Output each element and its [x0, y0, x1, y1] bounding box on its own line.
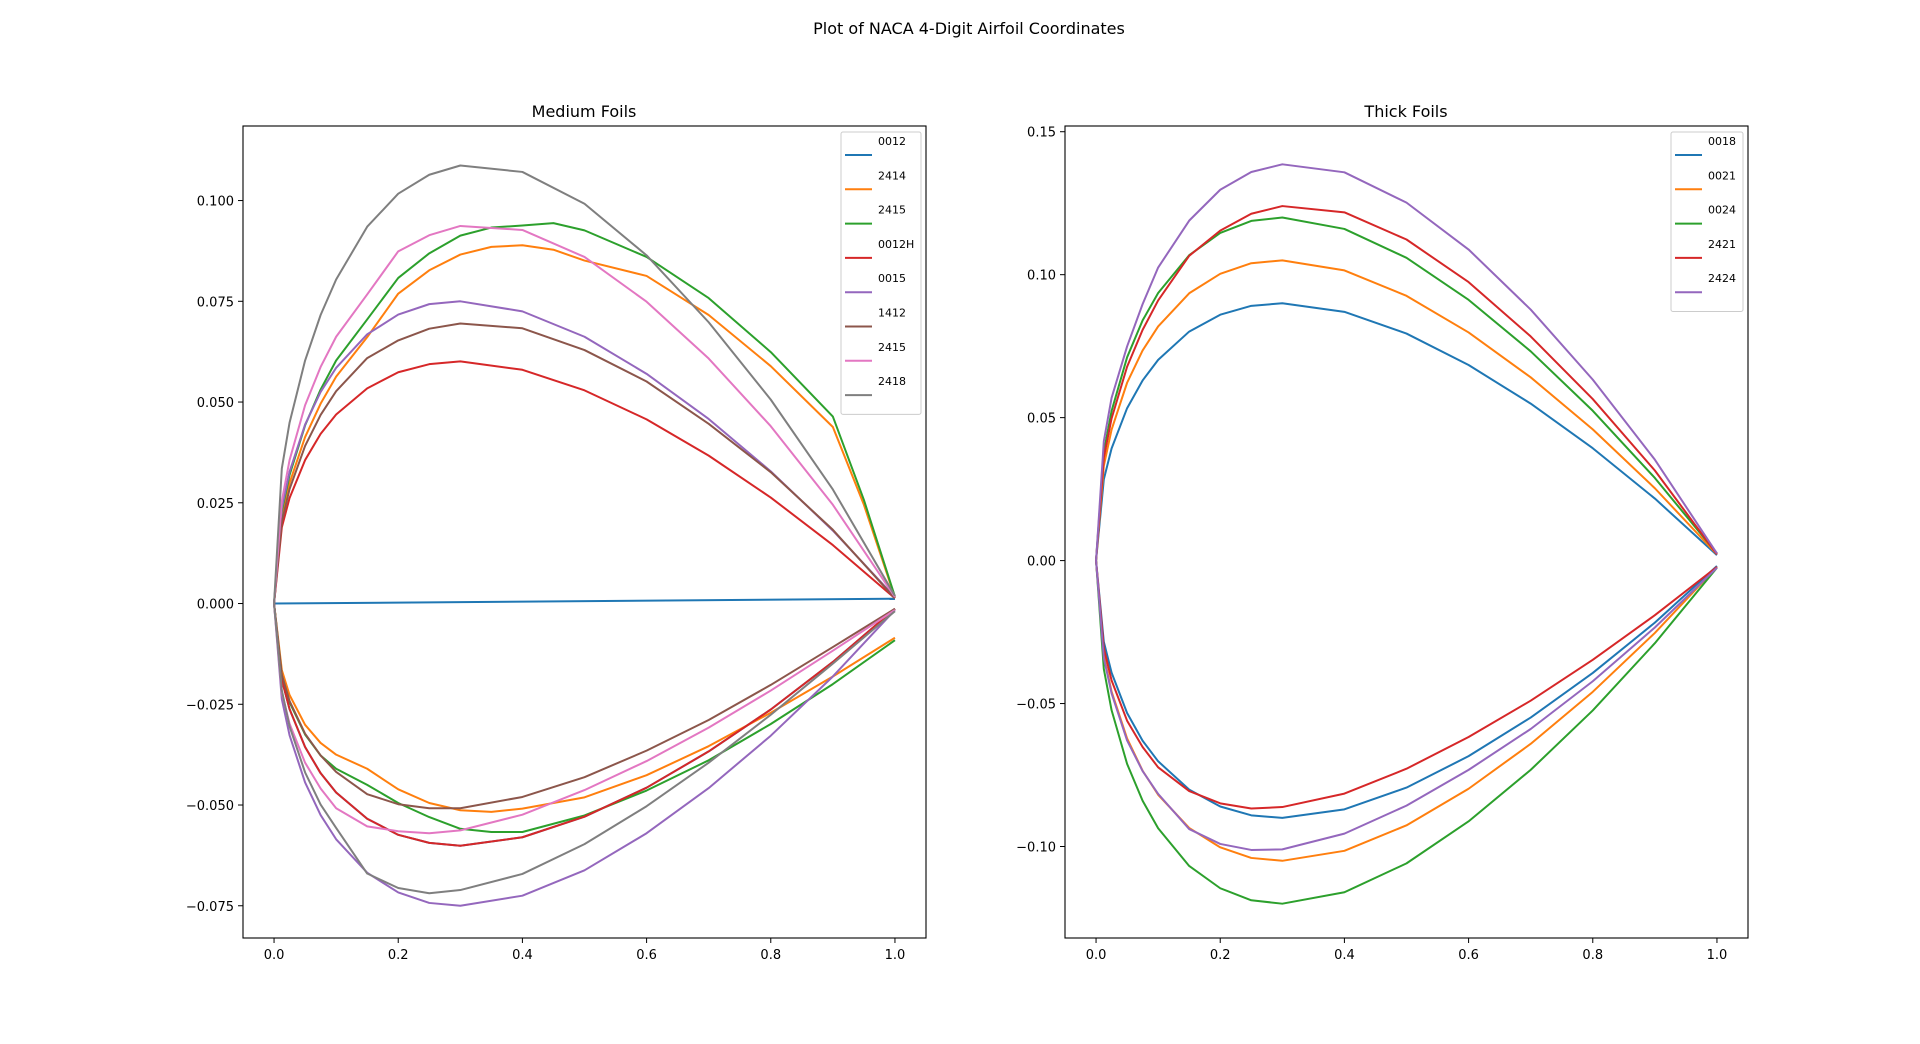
axes-frame-thick-foils [1064, 125, 1749, 939]
plot-lines-thick-foils [1095, 163, 1718, 905]
series-line-2418-upper [273, 164, 896, 604]
legend-label: 0018 [1708, 135, 1736, 148]
series-line-2414-lower [273, 603, 896, 813]
legend-label: 2421 [1708, 238, 1736, 251]
legend-label: 0012 [878, 135, 906, 148]
series-line-2418-lower [273, 603, 896, 895]
legend-label: 0012H [878, 238, 914, 251]
y-tick-label: 0.050 [197, 396, 234, 411]
series-line-2414-upper [273, 244, 896, 604]
plot-lines-medium-foils [273, 164, 896, 907]
y-tick-label: 0.00 [1027, 555, 1056, 570]
x-tick-label: 0.2 [1210, 948, 1231, 963]
series-line-0018-lower [1095, 560, 1718, 819]
x-tick-label: 1.0 [1707, 948, 1728, 963]
y-tick-label: 0.000 [197, 598, 234, 613]
x-tick-label: 1.0 [885, 948, 906, 963]
y-tick-label: −0.075 [186, 900, 234, 915]
series-line-0018-upper [1095, 302, 1718, 561]
legend-box [840, 131, 922, 415]
series-line-0012H-lower [273, 603, 896, 847]
y-axis-thick-foils: −0.10 −0.05 0.00 0.05 0.10 0.15 [1016, 126, 1065, 856]
legend-thick-foils: 0018 0021 0024 2421 2424 [1670, 131, 1744, 312]
y-tick-label: 0.10 [1027, 269, 1056, 284]
y-tick-label: −0.025 [186, 698, 234, 713]
legend-label: 1412 [878, 307, 906, 320]
y-tick-label: 0.05 [1027, 412, 1056, 427]
legend-medium-foils: 0012 2414 2415 0012H 0015 1412 2415 2418 [840, 131, 922, 415]
legend-label: 2415 [878, 341, 906, 354]
x-tick-label: 0.0 [1086, 948, 1107, 963]
series-line-2415-upper [273, 224, 896, 604]
series-line-1412-upper [273, 322, 896, 604]
x-tick-label: 0.8 [760, 948, 781, 963]
y-tick-label: −0.050 [186, 799, 234, 814]
y-tick-label: 0.075 [197, 295, 234, 310]
series-line-2415-lower [273, 603, 896, 835]
x-tick-label: 0.4 [512, 948, 533, 963]
x-tick-label: 0.8 [1582, 948, 1603, 963]
series-line-2424-upper [1095, 163, 1718, 561]
legend-label: 2418 [878, 375, 906, 388]
axes-title-thick-foils: Thick Foils [1363, 102, 1447, 121]
series-line-0012-upper [274, 597, 895, 605]
series-line-0024-upper [1095, 216, 1718, 561]
legend-label: 0015 [878, 272, 906, 285]
x-axis-medium-foils: 0.0 0.2 0.4 0.6 0.8 1.0 [264, 938, 906, 963]
y-tick-label: 0.100 [197, 195, 234, 210]
x-tick-label: 0.0 [264, 948, 285, 963]
legend-label: 2415 [878, 204, 906, 217]
series-line-0024-lower [1095, 560, 1718, 905]
legend-box [1670, 131, 1744, 312]
y-tick-label: 0.15 [1027, 126, 1056, 141]
series-line-0015-lower [273, 603, 896, 907]
y-axis-medium-foils: −0.075 −0.050 −0.025 0.000 0.025 0.050 0.075 0.… [186, 195, 243, 915]
axes-frame-medium-foils [242, 125, 927, 939]
y-tick-label: −0.05 [1016, 698, 1056, 713]
x-tick-label: 0.4 [1334, 948, 1355, 963]
x-tick-label: 0.2 [388, 948, 409, 963]
x-tick-label: 0.6 [1458, 948, 1479, 963]
axes-thick-foils: Thick Foils 0.0 0.2 0.4 0.6 0.8 1.0 −0.10 −0.0… [1016, 102, 1749, 963]
legend-label: 2414 [878, 169, 906, 182]
y-tick-label: 0.025 [197, 497, 234, 512]
legend-label: 2424 [1708, 272, 1736, 285]
series-line-0015-upper [273, 300, 896, 604]
series-line-2421-upper [1095, 205, 1718, 561]
axes-title-medium-foils: Medium Foils [532, 102, 637, 121]
y-tick-label: −0.10 [1016, 841, 1056, 856]
series-line-2421-lower [1095, 560, 1718, 810]
axes-medium-foils: Medium Foils 0.0 0.2 0.4 0.6 0.8 1.0 −0.075−0… [186, 102, 927, 963]
series-line-0012H-upper [273, 360, 896, 604]
x-axis-thick-foils: 0.0 0.2 0.4 0.6 0.8 1.0 [1086, 938, 1728, 963]
series-line-1412-lower [273, 603, 896, 810]
legend-label: 0021 [1708, 169, 1736, 182]
series-line-0021-upper [1095, 259, 1718, 561]
figure-suptitle: Plot of NACA 4-Digit Airfoil Coordinates [813, 19, 1125, 38]
x-tick-label: 0.6 [636, 948, 657, 963]
series-line-2424-lower [1095, 560, 1718, 851]
legend-label: 0024 [1708, 204, 1736, 217]
